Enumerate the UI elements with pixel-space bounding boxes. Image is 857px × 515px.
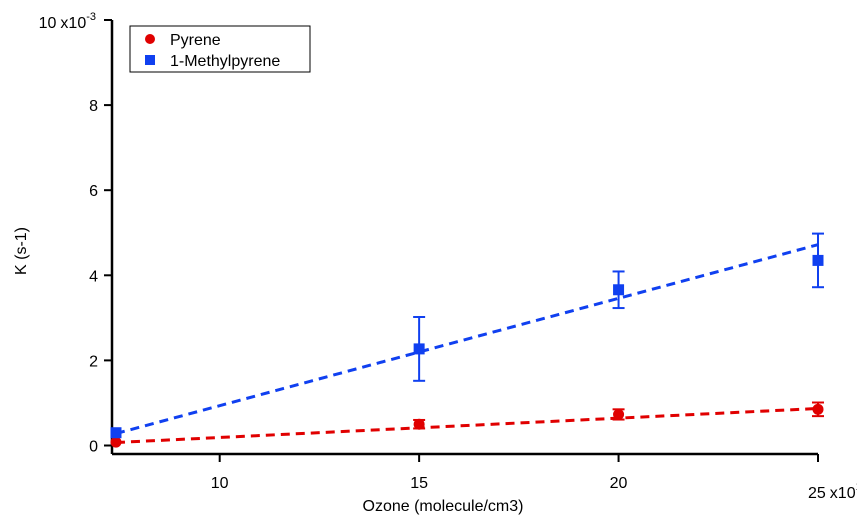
x-multiplier-base: 25 bbox=[808, 485, 826, 502]
y-multiplier-text: x10 bbox=[60, 15, 86, 32]
series-1 bbox=[110, 232, 824, 439]
x-tick-label: 15 bbox=[410, 475, 428, 492]
data-point bbox=[613, 408, 625, 420]
fit-line bbox=[115, 243, 819, 436]
fit-line bbox=[115, 406, 819, 445]
y-multiplier-exp: -3 bbox=[86, 11, 96, 23]
chart-series bbox=[110, 232, 824, 448]
x-axis-label: Ozone (molecule/cm3) bbox=[363, 498, 524, 515]
y-tick-label: 8 bbox=[89, 98, 98, 115]
data-point bbox=[110, 427, 122, 439]
data-point bbox=[413, 418, 425, 430]
x-multiplier-exp: 12 bbox=[856, 481, 857, 493]
y-axis-label: K (s-1) bbox=[13, 227, 30, 275]
series-0 bbox=[110, 401, 824, 448]
x-axis-multiplier: 25x1012 bbox=[808, 481, 857, 502]
chart-legend: Pyrene 1-Methylpyrene bbox=[129, 25, 311, 73]
y-tick-label: 6 bbox=[89, 183, 98, 200]
y-tick-label: 4 bbox=[89, 268, 98, 285]
legend-marker-1-methylpyrene bbox=[145, 55, 155, 65]
data-point bbox=[413, 343, 425, 355]
data-point bbox=[613, 284, 625, 296]
data-point bbox=[110, 436, 122, 448]
y-tick-label: 2 bbox=[89, 353, 98, 370]
legend-box bbox=[129, 25, 311, 73]
x-tick-label: 10 bbox=[211, 475, 229, 492]
data-point bbox=[812, 254, 824, 266]
legend-label-1-methylpyrene: 1-Methylpyrene bbox=[170, 53, 280, 70]
data-point bbox=[812, 403, 824, 415]
y-tick-label: 0 bbox=[89, 438, 98, 455]
x-multiplier-text: x10 bbox=[830, 485, 856, 502]
chart-axes: 0 2 4 6 8 10 15 20 bbox=[89, 19, 819, 492]
x-tick-label: 20 bbox=[610, 475, 628, 492]
legend-label-pyrene: Pyrene bbox=[170, 32, 221, 49]
y-axis-multiplier: 10 x10-3 bbox=[39, 11, 96, 32]
legend-marker-pyrene bbox=[145, 34, 155, 44]
y-multiplier-base: 10 bbox=[39, 15, 57, 32]
